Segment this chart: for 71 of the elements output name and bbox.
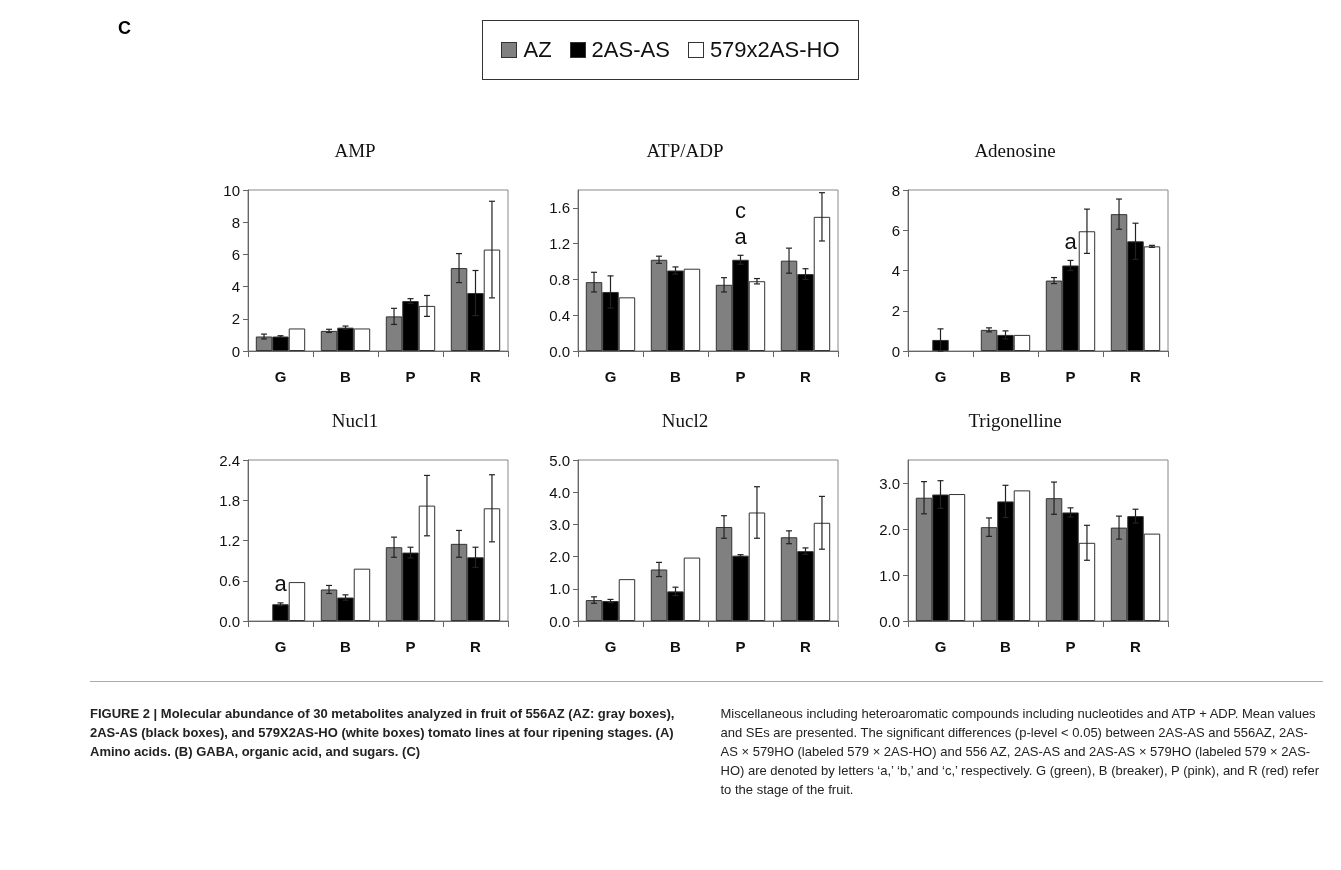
- y-tick-label: 4.0: [549, 483, 570, 501]
- x-tick-label: G: [934, 638, 947, 655]
- x-tick-label: P: [735, 638, 746, 655]
- chart-title: ATP/ADP: [646, 140, 724, 161]
- y-tick-label: 1.2: [219, 532, 240, 549]
- y-tick-label: 8: [891, 181, 900, 199]
- annotation: a: [734, 223, 748, 249]
- y-tick-label: 0.0: [549, 342, 570, 360]
- y-tick-label: 2.0: [549, 548, 570, 566]
- y-tick-label: 2.4: [219, 451, 240, 469]
- legend-label: AZ: [523, 37, 552, 63]
- chart-title: Nucl2: [661, 410, 709, 431]
- x-tick-label: B: [340, 638, 352, 655]
- y-tick-label: 1.6: [549, 199, 570, 217]
- chart-title: Nucl1: [331, 410, 379, 431]
- y-tick-label: 1.0: [879, 566, 900, 584]
- x-tick-label: P: [405, 638, 416, 655]
- y-tick-label: 8: [231, 213, 240, 231]
- x-tick-label: G: [274, 368, 287, 385]
- x-tick-label: P: [1065, 368, 1076, 385]
- annotation: a: [1064, 228, 1078, 254]
- caption: FIGURE 2 | Molecular abundance of 30 metabolites analyzed in fruit of 556AZ (AZ: gray boxes), 2AS-AS (black boxes), and 579X2AS-HO (white boxes) tomato lines at four ripening stages. (A) Amino acids. (B) GABA, organic acid, and sugars. (C): [90, 705, 676, 761]
- x-tick-label: R: [1130, 368, 1142, 385]
- x-tick-label: G: [604, 368, 617, 385]
- chart-title: Trigonelline: [968, 410, 1062, 431]
- y-tick-label: 6: [891, 221, 900, 239]
- y-tick-label: 0.0: [219, 612, 240, 630]
- x-tick-label: B: [1000, 368, 1012, 385]
- legend-label: 579x2AS-HO: [709, 37, 840, 63]
- x-tick-label: R: [800, 638, 812, 655]
- x-tick-label: P: [405, 368, 416, 385]
- chart-title: Adenosine: [974, 140, 1056, 161]
- y-tick-label: 0.0: [549, 612, 570, 630]
- y-tick-label: 0.6: [219, 572, 240, 590]
- annotation: c: [735, 197, 746, 223]
- y-tick-label: 1.8: [219, 491, 240, 509]
- x-tick-label: R: [470, 368, 482, 385]
- y-tick-label: 3.0: [879, 474, 900, 492]
- y-tick-label: 2: [231, 310, 240, 328]
- x-tick-label: R: [470, 638, 482, 655]
- x-tick-label: R: [1130, 638, 1142, 655]
- x-tick-label: B: [1000, 638, 1012, 655]
- y-tick-label: 4: [231, 278, 240, 296]
- text: C: [118, 18, 131, 39]
- y-tick-label: 2: [891, 302, 900, 320]
- x-tick-label: G: [274, 638, 287, 655]
- x-tick-label: G: [934, 368, 947, 385]
- legend-label: 2AS-AS: [591, 37, 670, 63]
- y-tick-label: 0.0: [879, 612, 900, 630]
- x-tick-label: P: [1065, 638, 1076, 655]
- annotation: a: [274, 571, 288, 597]
- y-tick-label: 3.0: [549, 515, 570, 533]
- y-tick-label: 0: [891, 342, 900, 360]
- y-tick-label: 0.8: [549, 270, 570, 288]
- y-tick-label: 4: [891, 262, 900, 279]
- x-tick-label: R: [800, 368, 812, 385]
- chart-title: AMP: [334, 140, 376, 161]
- y-tick-label: 10: [223, 181, 240, 199]
- x-tick-label: P: [735, 368, 746, 385]
- x-tick-label: B: [670, 638, 682, 655]
- x-tick-label: B: [340, 368, 352, 385]
- y-tick-label: 0: [231, 342, 240, 360]
- text: Miscellaneous including heteroaromatic compounds including nucleotides and ATP + ADP. Mean values and SEs are presented. The significant differences (p-level < 0.05) between 2AS-AS and 556AZ, 2AS-AS × 579HO (labeled 579 × 2AS-HO) and 556 AZ, 2AS-AS and 2AS-AS × 579HO (labeled 579 × 2AS-HO) are denoted by letters ‘a,’ ‘b,’ and ‘c,’ respectively. G (green), B (breaker), P (pink), and R (red) refer to the stage of the fruit.: [720, 705, 1320, 799]
- x-tick-label: B: [670, 368, 682, 385]
- y-tick-label: 0.4: [549, 306, 570, 324]
- y-tick-label: 1.2: [549, 235, 570, 253]
- y-tick-label: 1.0: [549, 580, 570, 598]
- y-tick-label: 5.0: [549, 451, 570, 469]
- y-tick-label: 6: [231, 245, 240, 263]
- y-tick-label: 2.0: [879, 520, 900, 538]
- x-tick-label: G: [604, 638, 617, 655]
